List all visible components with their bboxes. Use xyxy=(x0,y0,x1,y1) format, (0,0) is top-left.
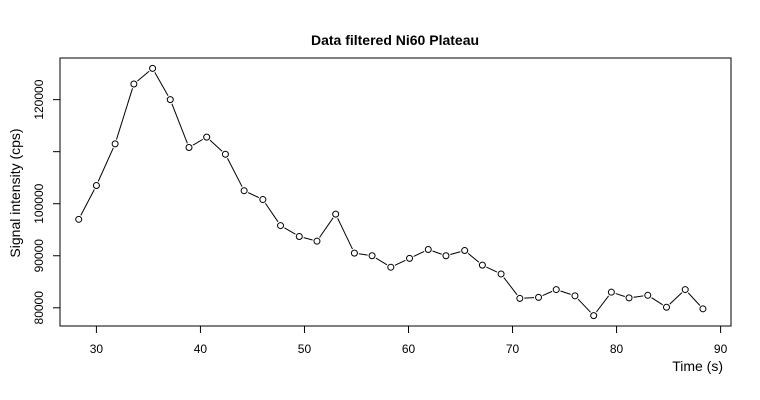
x-tick-label: 40 xyxy=(194,342,208,356)
series-line-segment xyxy=(303,237,313,241)
series-line-segment xyxy=(154,72,169,96)
series-line-segment xyxy=(116,88,133,140)
plot-frame xyxy=(59,57,732,327)
series-line-segment xyxy=(595,295,610,313)
series-line-segment xyxy=(97,147,114,182)
data-series xyxy=(75,64,707,320)
x-tick-label: 50 xyxy=(298,342,312,356)
data-point xyxy=(571,292,579,300)
axes: 30 40 50 60 70 80 90 80000 90000 100000 120000 xyxy=(32,57,732,356)
data-point xyxy=(442,252,450,260)
series-line-segment xyxy=(542,290,553,297)
x-tick-label: 30 xyxy=(90,342,104,356)
data-point xyxy=(277,222,285,230)
x-tick-label: 90 xyxy=(714,342,728,356)
series-line-segment xyxy=(192,138,204,146)
data-point xyxy=(130,80,138,88)
series-line-segment xyxy=(209,139,223,152)
series-line-segment xyxy=(669,292,683,305)
series-line-segment xyxy=(467,253,480,263)
data-point xyxy=(221,150,229,158)
data-point xyxy=(478,261,486,269)
y-tick-label: 90000 xyxy=(32,239,46,273)
series-line-segment xyxy=(577,298,591,313)
series-line-segment xyxy=(264,202,279,223)
series-line-segment xyxy=(450,251,461,256)
data-point xyxy=(663,303,671,311)
series-line-segment xyxy=(486,266,498,273)
data-point xyxy=(625,294,633,302)
series-line-segment xyxy=(560,290,571,295)
data-point xyxy=(92,181,100,189)
series-line-segment xyxy=(633,295,644,298)
data-point xyxy=(607,288,615,296)
series-line-segment xyxy=(227,158,243,187)
y-axis-label: Signal intensity (cps) xyxy=(7,128,23,257)
data-point xyxy=(350,249,358,257)
data-point xyxy=(313,237,321,245)
series-line-segment xyxy=(80,189,95,216)
series-line-segment xyxy=(524,297,535,299)
series-line-segment xyxy=(375,257,388,266)
x-tick-label: 80 xyxy=(610,342,624,356)
y-tick-label: 100000 xyxy=(32,183,46,223)
data-point xyxy=(644,291,652,299)
data-point xyxy=(149,64,157,72)
data-point xyxy=(590,312,598,320)
series-line-segment xyxy=(171,103,188,144)
series-line-segment xyxy=(615,293,625,297)
series-line-segment xyxy=(358,253,368,256)
series-line-segment xyxy=(503,277,518,296)
series-line-segment xyxy=(413,250,425,257)
series-line-segment xyxy=(394,259,406,266)
x-axis-label: Time (s) xyxy=(672,358,723,374)
series-line-segment xyxy=(319,217,334,238)
data-point xyxy=(535,293,543,301)
data-point xyxy=(387,263,395,271)
series-line-segment xyxy=(247,192,260,199)
data-point xyxy=(240,187,248,195)
x-tick-label: 70 xyxy=(506,342,520,356)
data-point xyxy=(332,210,340,218)
data-point xyxy=(516,294,524,302)
series-line-segment xyxy=(651,297,663,306)
data-point xyxy=(406,254,414,262)
data-point xyxy=(259,196,267,204)
y-tick-label: 120000 xyxy=(32,79,46,119)
chart-title: Data filtered Ni60 Plateau xyxy=(311,32,479,48)
data-point xyxy=(681,286,689,294)
x-tick-label: 60 xyxy=(402,342,416,356)
data-point xyxy=(75,215,83,223)
data-point xyxy=(368,252,376,260)
data-point xyxy=(185,144,193,152)
series-line-segment xyxy=(136,70,150,82)
data-point xyxy=(461,247,469,255)
data-point xyxy=(424,246,432,254)
data-point xyxy=(552,286,560,294)
data-point xyxy=(166,96,174,104)
series-line-segment xyxy=(337,217,353,250)
y-tick-label: 80000 xyxy=(32,291,46,325)
data-point xyxy=(497,270,505,278)
data-point xyxy=(203,133,211,141)
series-line-segment xyxy=(432,250,442,255)
data-point xyxy=(111,140,119,148)
series-line-segment xyxy=(687,292,701,306)
series-line-segment xyxy=(284,227,296,235)
data-point xyxy=(699,305,707,313)
data-point xyxy=(295,232,303,240)
